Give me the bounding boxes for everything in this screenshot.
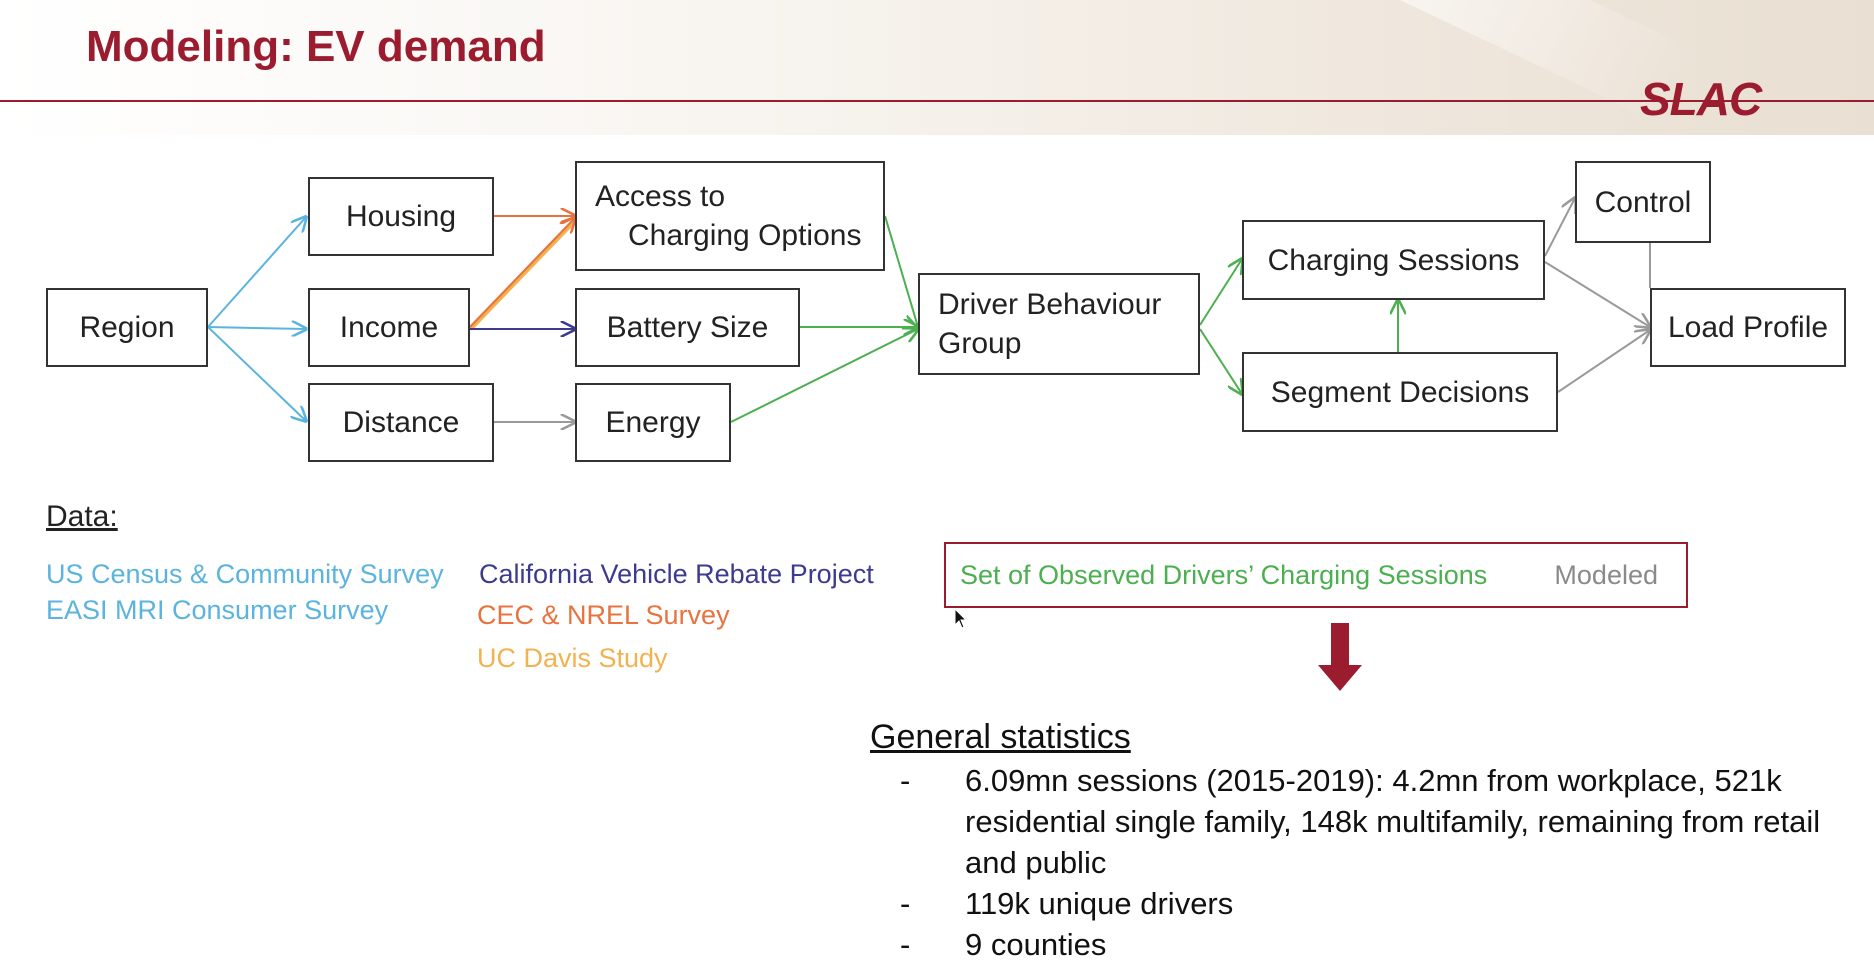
title-rule	[0, 100, 1874, 102]
node-charging-sessions-label: Charging Sessions	[1267, 243, 1520, 277]
edge-sessions-control	[1544, 198, 1575, 257]
stats-list: - 6.09mn sessions (2015-2019): 4.2mn fro…	[900, 760, 1874, 965]
node-load-profile: Load Profile	[1650, 288, 1846, 367]
edge-income-access-ucdavis	[468, 218, 577, 331]
stat-item-counties: - 9 counties	[900, 924, 1874, 965]
stat-bullet: -	[900, 927, 911, 962]
source-uc-davis: UC Davis Study	[477, 643, 668, 673]
source-rebate: California Vehicle Rebate Project	[479, 559, 874, 589]
node-driver-behaviour: Driver Behaviour Group	[918, 273, 1200, 375]
node-access-charging: Access to Charging Options	[575, 161, 885, 271]
edge-segments-load	[1557, 330, 1650, 393]
legend-box: Set of Observed Drivers’ Charging Sessio…	[944, 542, 1688, 608]
node-segment-decisions-label: Segment Decisions	[1270, 375, 1530, 409]
stats-heading: General statistics	[870, 718, 1131, 756]
node-region-label: Region	[79, 311, 175, 344]
stat-bullet: -	[900, 886, 911, 921]
edge-driver-sessions	[1199, 259, 1242, 326]
stat-item-sessions: - 6.09mn sessions (2015-2019): 4.2mn fro…	[900, 760, 1874, 883]
arrow-down-icon	[1318, 623, 1362, 691]
edge-access-driver	[884, 215, 918, 327]
slac-logo: SLAC	[1640, 73, 1762, 125]
node-distance: Distance	[308, 383, 494, 462]
node-region: Region	[46, 288, 208, 367]
edge-region-income	[207, 327, 306, 329]
node-housing: Housing	[308, 177, 494, 256]
stat-text-counties: 9 counties	[965, 927, 1107, 962]
source-cec-nrel: CEC & NREL Survey	[477, 600, 730, 630]
stat-bullet: -	[900, 763, 911, 798]
node-load-profile-label: Load Profile	[1667, 311, 1829, 344]
node-driver-line2: Group	[938, 327, 1022, 360]
stat-item-drivers: - 119k unique drivers	[900, 883, 1874, 924]
node-energy: Energy	[575, 383, 731, 462]
mouse-cursor-icon	[954, 608, 968, 629]
edge-sessions-load	[1544, 261, 1650, 327]
node-battery-label: Battery Size	[606, 311, 769, 344]
slide-title: Modeling: EV demand	[86, 22, 546, 71]
legend-observed: Set of Observed Drivers’ Charging Sessio…	[960, 560, 1488, 590]
node-access-line2: Charging Options	[628, 219, 862, 252]
node-segment-decisions: Segment Decisions	[1242, 352, 1558, 432]
node-battery-size: Battery Size	[575, 288, 800, 367]
edge-driver-segments	[1199, 328, 1242, 394]
stat-text-drivers: 119k unique drivers	[965, 886, 1234, 921]
source-easi: EASI MRI Consumer Survey	[46, 595, 389, 625]
edge-region-distance	[207, 326, 306, 421]
node-charging-sessions: Charging Sessions	[1242, 220, 1545, 300]
node-control: Control	[1575, 161, 1711, 243]
node-income-label: Income	[339, 311, 439, 344]
node-energy-label: Energy	[605, 406, 701, 439]
edge-energy-driver	[730, 329, 918, 423]
node-driver-line1: Driver Behaviour	[938, 288, 1162, 321]
node-access-line1: Access to	[595, 180, 726, 213]
node-income: Income	[308, 288, 470, 367]
node-housing-label: Housing	[345, 200, 457, 233]
node-control-label: Control	[1594, 185, 1692, 219]
legend-modeled: Modeled	[1554, 560, 1658, 590]
node-distance-label: Distance	[342, 406, 460, 439]
stat-text-sessions: 6.09mn sessions (2015-2019): 4.2mn from …	[965, 763, 1821, 880]
edge-region-housing	[207, 217, 306, 328]
edge-income-access-cec	[469, 218, 575, 328]
data-heading: Data:	[46, 500, 118, 533]
source-census: US Census & Community Survey	[46, 559, 444, 589]
